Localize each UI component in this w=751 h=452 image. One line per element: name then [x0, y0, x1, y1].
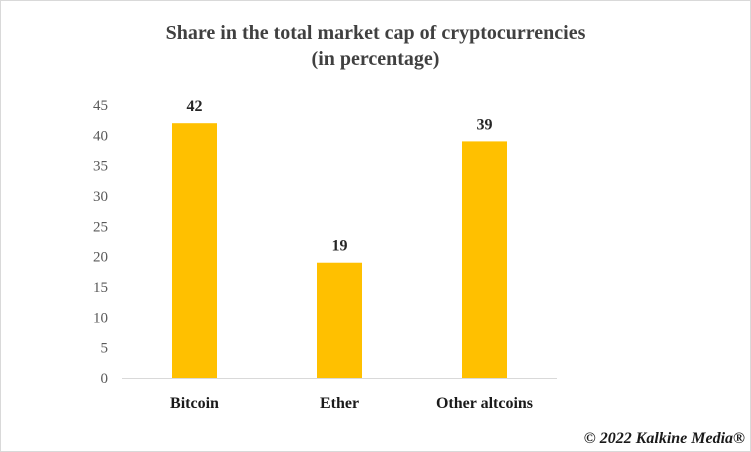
y-tick-label: 25: [93, 219, 108, 235]
y-tick-label: 10: [93, 310, 108, 326]
y-tick-label: 0: [101, 371, 109, 387]
watermark: © 2022 Kalkine Media®: [583, 430, 745, 447]
bar-ether: [317, 262, 362, 378]
data-label: 39: [477, 116, 493, 133]
category-label: Other altcoins: [436, 395, 533, 412]
y-tick-label: 5: [101, 341, 109, 357]
y-tick-label: 45: [93, 98, 108, 114]
y-tick-label: 40: [93, 128, 108, 144]
y-tick-label: 15: [93, 280, 108, 296]
category-label: Bitcoin: [170, 395, 219, 412]
bar-bitcoin: [172, 123, 217, 378]
category-label: Ether: [320, 395, 359, 412]
y-tick-label: 20: [93, 250, 108, 266]
chart-title: Share in the total market cap of cryptoc…: [0, 20, 751, 72]
y-tick-label: 35: [93, 159, 108, 175]
y-tick-label: 30: [93, 189, 108, 205]
data-label: 19: [332, 238, 348, 255]
chart-title-line-2: (in percentage): [311, 48, 440, 70]
data-label: 42: [187, 98, 203, 115]
bar-other-altcoins: [462, 141, 507, 378]
chart-title-line-1: Share in the total market cap of cryptoc…: [165, 22, 586, 44]
